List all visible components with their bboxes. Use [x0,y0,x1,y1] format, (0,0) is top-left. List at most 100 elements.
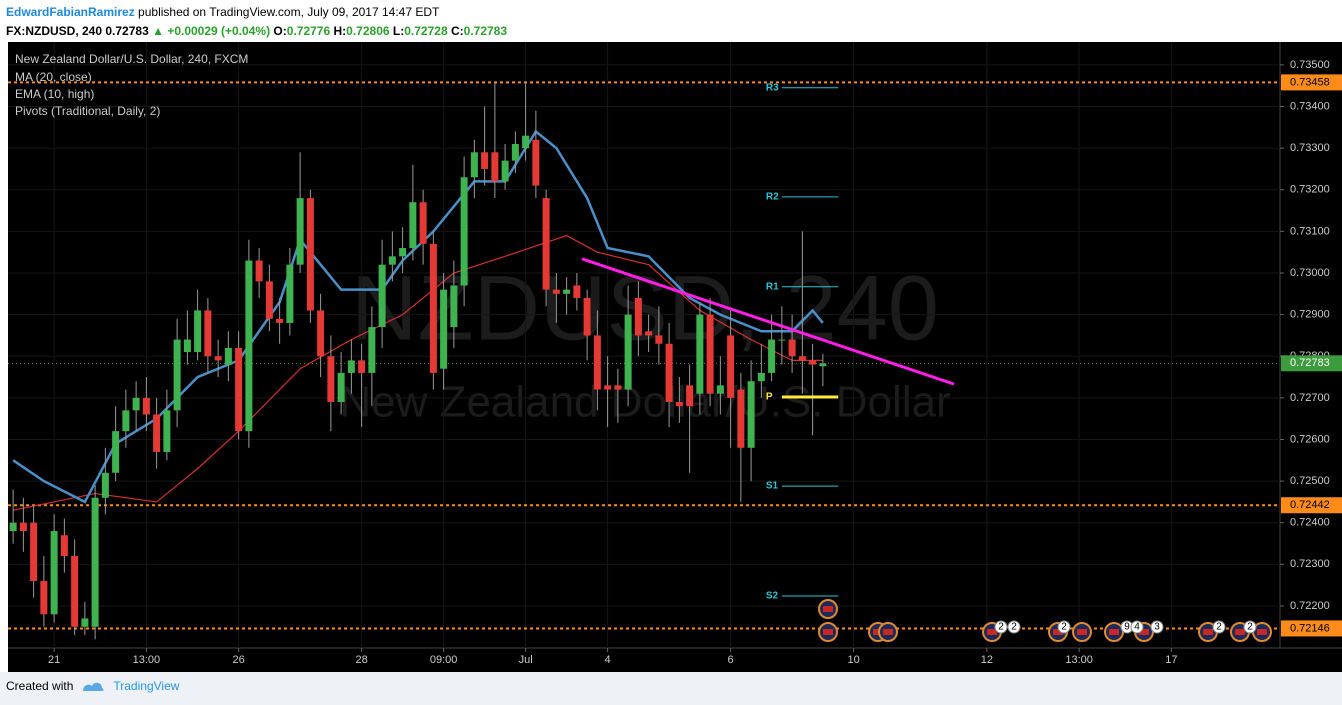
x-tick-label: 17 [1165,654,1177,666]
candle-body [91,497,99,627]
candle-body [327,356,335,403]
event-flag [1235,629,1245,635]
event-badge [1057,620,1071,634]
level-tag [1281,497,1342,514]
candle-body [286,264,294,323]
candle-body [409,202,417,249]
candle-body [358,360,366,373]
level-label: 0.72442 [1290,499,1330,511]
candle-body [224,347,232,365]
candle-body [30,522,38,581]
candle-body [265,281,273,319]
y-tick-label: 0.72900 [1290,309,1330,321]
candle-body [347,360,355,373]
x-tick-label: 12 [981,654,993,666]
published: published on TradingView.com, July 09, 2… [138,5,440,19]
l: 0.72728 [404,24,448,38]
pivot-label: R2 [766,191,779,202]
last-label: 0.72783 [1290,357,1330,369]
event-count: 3 [1154,622,1160,633]
y-tick-label: 0.72400 [1290,517,1330,529]
x-tick-label: Jul [519,654,533,666]
candle-body [778,339,786,341]
x-tick-label: 09:00 [430,654,458,666]
brand[interactable]: TradingView [113,679,180,693]
change: ▲ +0.00029 (+0.04%) [152,24,271,38]
candle-body [19,522,27,532]
candle-body [50,531,58,615]
event-flag [1139,629,1149,635]
candle-body [645,331,653,336]
candle-body [716,385,724,394]
candle-body [101,472,109,498]
candle-body [481,152,489,169]
footer-bg [0,672,1342,705]
event-badge [1130,620,1144,634]
candle-body [788,339,796,357]
h: 0.72806 [346,24,390,38]
candle-body [194,310,202,353]
candle-body [809,360,817,365]
y-tick-label: 0.72200 [1290,600,1330,612]
candle-body [71,556,79,627]
o: 0.72776 [286,24,331,38]
candle-body [40,580,48,615]
event-badge [994,620,1008,634]
candle-body [655,335,663,344]
event-badge [1007,620,1021,634]
candle-body [183,339,191,353]
candle-body [583,297,591,336]
candle-body [727,335,735,398]
candle-body [798,356,806,361]
symbol: FX:NZDUSD, 240 [6,24,103,38]
event-count: 4 [1134,622,1140,633]
candle-body [604,385,612,390]
candle-body [235,347,243,432]
y-tick-label: 0.72500 [1290,475,1330,487]
event-count: 9 [1124,622,1130,633]
h-label: H: [333,24,347,38]
y-tick-label: 0.72600 [1290,433,1330,445]
candle-body [163,410,171,452]
candle-body [296,198,304,265]
candle-body [9,522,17,532]
author[interactable]: EdwardFabianRamirez [6,5,135,19]
event-badge [1150,620,1164,634]
candle-body [450,285,458,328]
last-tag [1281,355,1342,372]
header-line: EdwardFabianRamirez published on Trading… [6,3,507,22]
event-flag [1077,629,1087,635]
candle-body [511,143,519,161]
level-tag [1281,620,1342,637]
candle-body [460,177,468,286]
candle-body [593,335,601,390]
y-tick-label: 0.73100 [1290,225,1330,237]
candle-body [665,343,673,403]
x-tick-label: 6 [728,654,734,666]
x-tick-label: 28 [355,654,367,666]
candle-body [552,289,560,294]
candle-body [153,414,161,452]
candle-body [132,397,140,411]
candle-body [532,139,540,186]
x-tick-label: 13:00 [133,654,161,666]
y-tick-label: 0.72700 [1290,392,1330,404]
candle-body [686,385,694,407]
candle-body [542,198,550,290]
candle-body [706,314,714,394]
legend-title: New Zealand Dollar/U.S. Dollar, 240, FXC… [15,52,248,66]
event-flag [883,629,893,635]
event-flag [1257,629,1267,635]
candle-body [768,339,776,373]
event-count: 2 [1061,622,1067,633]
legend-entry: EMA (10, high) [15,87,94,101]
x-tick-label: 26 [232,654,244,666]
c-label: C: [450,24,464,38]
l-label: L: [392,24,405,38]
y-tick-label: 0.72300 [1290,558,1330,570]
footer: Created with TradingView [6,679,179,693]
y-tick-label: 0.73400 [1290,100,1330,112]
candle-body [440,289,448,369]
candle-body [737,389,745,448]
